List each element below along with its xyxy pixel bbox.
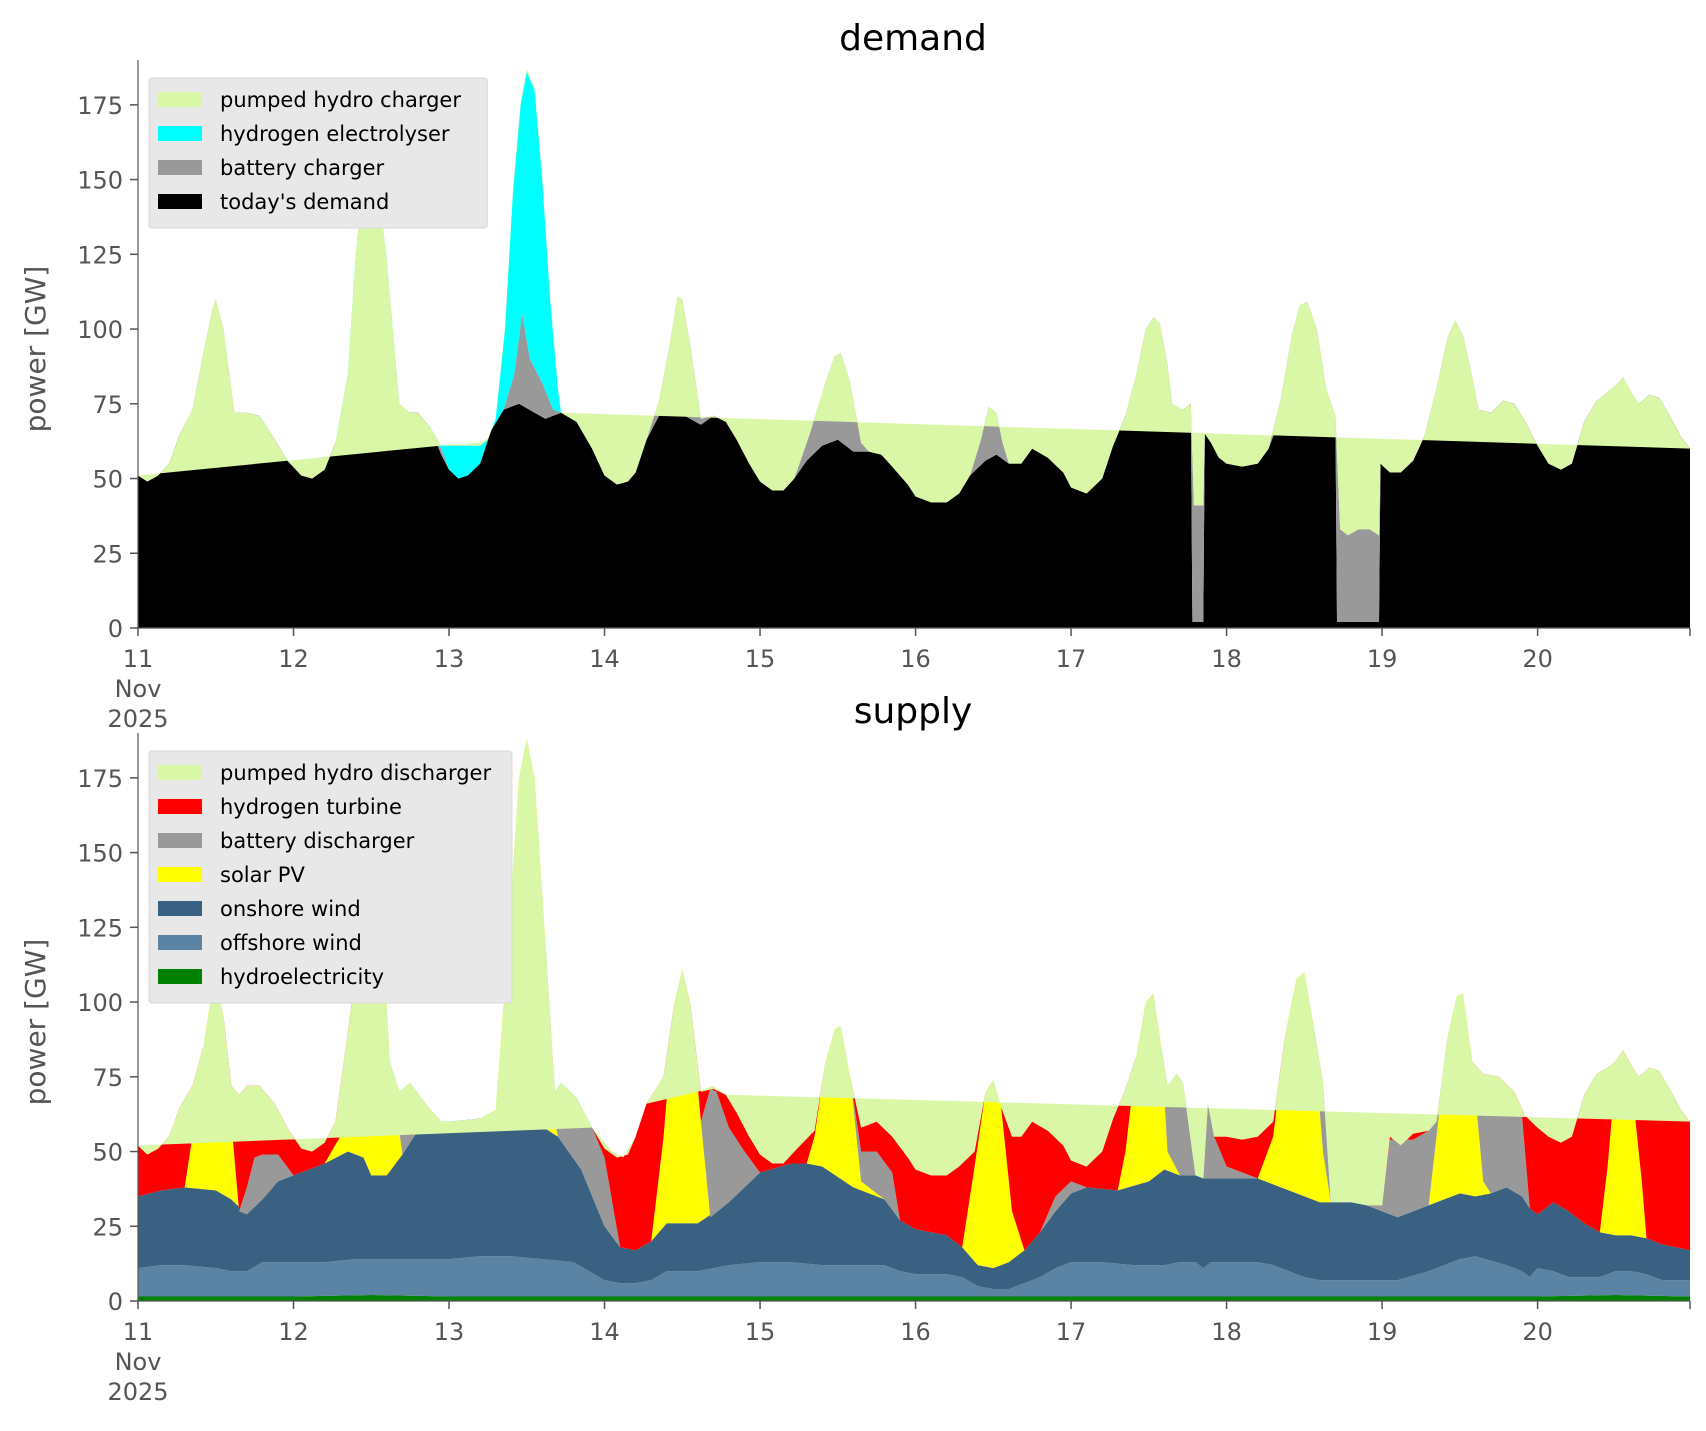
x-tick-label: 16 [900,1318,931,1346]
legend-item-hydrogen-turbine: hydrogen turbine [158,795,402,819]
x-tick-label: 18 [1211,1318,1242,1346]
legend-swatch [158,799,202,814]
legend-swatch [158,935,202,950]
legend-label: hydrogen electrolyser [220,122,450,146]
chart-title: supply [854,691,973,732]
y-tick-label: 25 [92,1213,123,1241]
legend-label: hydrogen turbine [220,795,402,819]
legend: pumped hydro discharger hydrogen turbine b… [148,750,513,1004]
legend-item-solar-pv: solar PV [158,863,305,887]
x-tick-label: 11 Nov 2025 [107,1318,168,1406]
legend-item-pumped-hydro-discharger: pumped hydro discharger [158,761,491,785]
area-today-s-demand [138,394,1690,628]
chart-title: demand [839,18,987,59]
area-onshore-wind [138,1112,1690,1289]
axes: 0 25 50 75 100 125 150 175 11 Nov 2025 12 13 14 15 16 17… [77,60,1691,733]
legend-label: hydroelectricity [220,965,384,989]
y-tick-label: 150 [77,840,123,868]
x-tick-label: 14 [589,1318,620,1346]
x-tick-label: 14 [589,645,620,673]
legend-item-offshore-wind: offshore wind [158,931,362,955]
legend-swatch [158,867,202,882]
legend-item-battery-discharger: battery discharger [158,829,415,853]
area-layers [138,69,1690,628]
y-tick-label: 100 [77,316,123,344]
legend-box [148,77,488,229]
legend-label: pumped hydro charger [220,88,461,112]
x-tick-label: 13 [434,1318,465,1346]
legend: pumped hydro charger hydrogen electrolyse… [148,77,488,229]
area-pumped-hydro-charger [138,69,1690,536]
legend-label: offshore wind [220,931,362,955]
y-tick-label: 125 [77,241,123,269]
y-tick-label: 50 [92,466,123,494]
legend-label: solar PV [220,863,305,887]
legend-swatch [158,833,202,848]
y-tick-label: 75 [92,1064,123,1092]
y-tick-label: 0 [108,615,123,643]
x-tick-label: 17 [1056,1318,1087,1346]
area-layers [138,739,1690,1301]
x-tick-label: 15 [745,645,776,673]
legend-item-hydroelectricity: hydroelectricity [158,965,384,989]
y-tick-label: 175 [77,92,123,120]
legend-label: battery discharger [220,829,415,853]
demand-chart: demand power [GW] 0 25 50 75 100 125 150 175 11 N… [19,18,1691,733]
area-hydrogen-turbine [138,739,1690,1251]
x-tick-label: 20 [1522,645,1553,673]
legend-swatch [158,969,202,984]
x-tick-label: 19 [1367,1318,1398,1346]
legend-swatch [158,901,202,916]
x-tick-label: 16 [900,645,931,673]
legend-swatch [158,126,202,141]
area-hydrogen-electrolyser [138,72,1690,536]
x-tick-label: 13 [434,645,465,673]
y-axis-label: power [GW] [19,266,52,433]
legend-item-pumped-hydro-charger: pumped hydro charger [158,88,461,112]
y-axis-label: power [GW] [19,939,52,1106]
y-tick-label: 50 [92,1139,123,1167]
legend-swatch [158,194,202,209]
y-tick-label: 0 [108,1288,123,1316]
legend-swatch [158,765,202,780]
legend-label: onshore wind [220,897,361,921]
x-tick-label: 17 [1056,645,1087,673]
legend-item-hydrogen-electrolyser: hydrogen electrolyser [158,122,450,146]
area-pumped-hydro-discharger [138,739,1690,1206]
legend-item-battery-charger: battery charger [158,156,385,180]
y-tick-label: 25 [92,540,123,568]
y-tick-label: 150 [77,167,123,195]
legend-label: pumped hydro discharger [220,761,491,785]
legend-item-today-s-demand: today's demand [158,190,389,214]
x-tick-label: 15 [745,1318,776,1346]
x-tick-label: 11 Nov 2025 [107,645,168,733]
y-tick-label: 100 [77,989,123,1017]
y-tick-label: 75 [92,391,123,419]
x-tick-label: 18 [1211,645,1242,673]
legend-label: battery charger [220,156,385,180]
legend-label: today's demand [220,190,389,214]
y-tick-label: 175 [77,765,123,793]
legend-swatch [158,160,202,175]
legend-item-onshore-wind: onshore wind [158,897,361,921]
axes: 0 25 50 75 100 125 150 175 11 Nov 2025 12 13 14 15 16 17… [77,733,1691,1406]
legend-box [148,750,513,1004]
y-tick-label: 125 [77,914,123,942]
x-tick-label: 19 [1367,645,1398,673]
x-tick-label: 12 [278,1318,309,1346]
supply-chart: supply power [GW] 0 25 50 75 100 125 150 175 11 N… [19,691,1691,1406]
legend-swatch [158,92,202,107]
x-tick-label: 12 [278,645,309,673]
area-offshore-wind [138,1256,1690,1297]
x-tick-label: 20 [1522,1318,1553,1346]
